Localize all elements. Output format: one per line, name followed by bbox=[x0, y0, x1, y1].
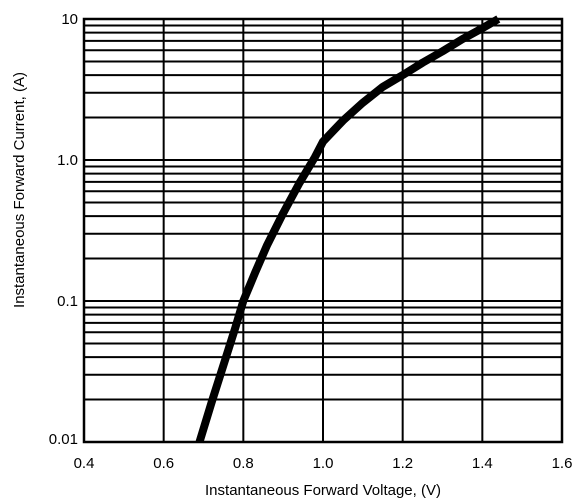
x-tick-label: 0.4 bbox=[74, 455, 95, 472]
x-tick-label: 1.6 bbox=[552, 455, 573, 472]
x-tick-label: 1.2 bbox=[392, 455, 413, 472]
y-tick-labels: 0.01 0.1 1.0 10 bbox=[49, 11, 78, 448]
y-tick-label: 1.0 bbox=[57, 152, 78, 169]
x-tick-label: 0.6 bbox=[153, 455, 174, 472]
y-tick-label: 0.1 bbox=[57, 293, 78, 310]
plot-frame bbox=[82, 17, 564, 444]
grid bbox=[84, 19, 562, 442]
series-line bbox=[195, 15, 501, 444]
series-layer bbox=[195, 15, 501, 444]
x-tick-label: 1.0 bbox=[313, 455, 334, 472]
y-tick-label: 0.01 bbox=[49, 431, 78, 448]
x-tick-labels: 0.4 0.6 0.8 1.0 1.2 1.4 1.6 bbox=[74, 455, 573, 472]
x-axis-title: Instantaneous Forward Voltage, (V) bbox=[205, 482, 441, 499]
x-tick-label: 0.8 bbox=[233, 455, 254, 472]
x-tick-label: 1.4 bbox=[472, 455, 493, 472]
y-axis-title: Instantaneous Forward Current, (A) bbox=[11, 72, 28, 308]
plot-border bbox=[82, 17, 564, 444]
y-tick-label: 10 bbox=[61, 11, 78, 28]
